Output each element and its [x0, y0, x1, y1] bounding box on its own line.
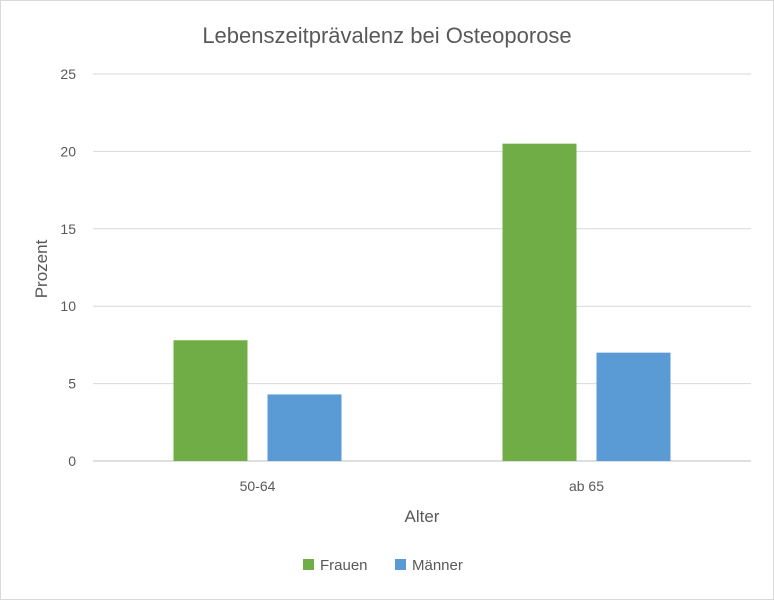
legend-label: Frauen: [320, 557, 368, 574]
legend-label: Männer: [412, 557, 463, 574]
y-axis-title: Prozent: [32, 239, 51, 298]
y-tick-label: 10: [60, 298, 76, 314]
y-tick-label: 20: [60, 143, 76, 159]
y-tick-label: 0: [68, 453, 76, 469]
bars: [173, 143, 671, 461]
y-axis-tick-labels: 0 5 10 15 20 25: [60, 66, 76, 469]
legend: Frauen Männer: [303, 557, 463, 574]
chart-title: Lebenszeitprävalenz bei Osteoporose: [202, 23, 571, 48]
bar-männer-1: [267, 394, 342, 461]
y-tick-label: 25: [60, 66, 76, 82]
x-axis-title: Alter: [405, 507, 440, 526]
y-tick-label: 5: [68, 376, 76, 392]
bar-männer-2: [596, 352, 671, 461]
bar-frauen-1: [173, 340, 248, 461]
y-tick-label: 15: [60, 221, 76, 237]
x-tick-label: 50-64: [240, 478, 276, 494]
x-tick-label: ab 65: [569, 478, 604, 494]
x-axis-tick-labels: 50-64 ab 65: [240, 478, 605, 494]
legend-swatch: [395, 559, 406, 570]
legend-swatch: [303, 559, 314, 570]
bar-frauen-2: [502, 143, 577, 461]
